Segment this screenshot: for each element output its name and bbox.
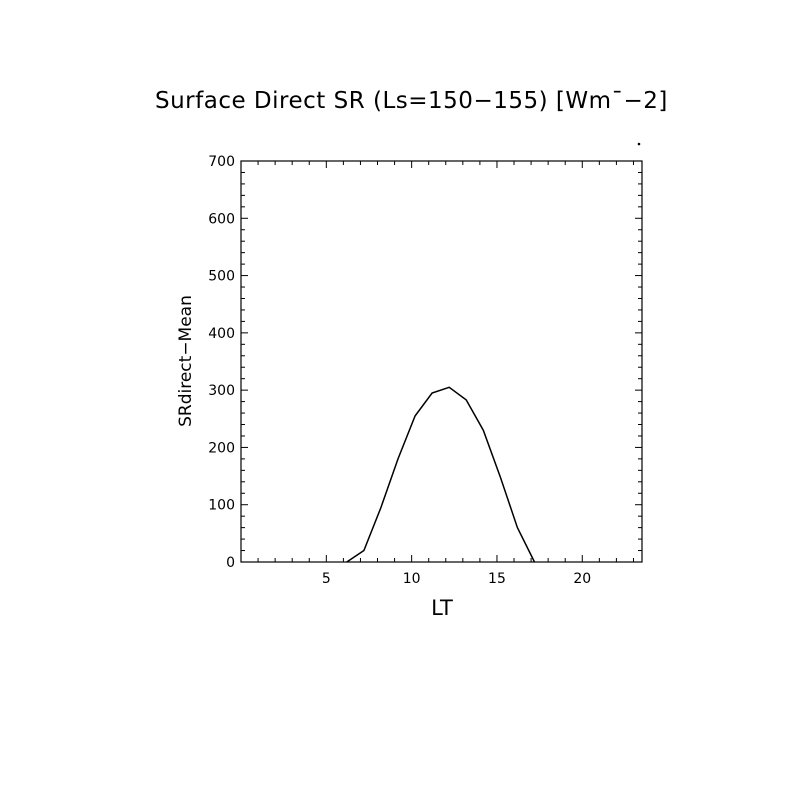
chart-title: Surface Direct SR (Ls=150−155) [Wm¯−2] xyxy=(155,88,668,114)
x-tick-label: 20 xyxy=(573,571,591,587)
x-axis-label: LT xyxy=(431,596,453,620)
y-tick-label: 500 xyxy=(208,269,235,285)
y-tick-label: 0 xyxy=(226,555,235,571)
series-line xyxy=(346,386,536,563)
y-tick-label: 200 xyxy=(208,440,235,456)
y-tick-label: 600 xyxy=(208,211,235,227)
x-tick-label: 5 xyxy=(322,571,331,587)
y-axis-label: SRdirect−Mean xyxy=(176,295,196,427)
y-tick-label: 300 xyxy=(208,383,235,399)
y-tick-label: 700 xyxy=(208,154,235,170)
plot-frame xyxy=(240,160,643,563)
corner-dot xyxy=(637,142,641,146)
x-tick-label: 15 xyxy=(488,571,506,587)
x-tick-label: 10 xyxy=(403,571,421,587)
y-tick-label: 400 xyxy=(208,326,235,342)
axis-ticks xyxy=(241,160,642,563)
y-tick-label: 100 xyxy=(208,498,235,514)
